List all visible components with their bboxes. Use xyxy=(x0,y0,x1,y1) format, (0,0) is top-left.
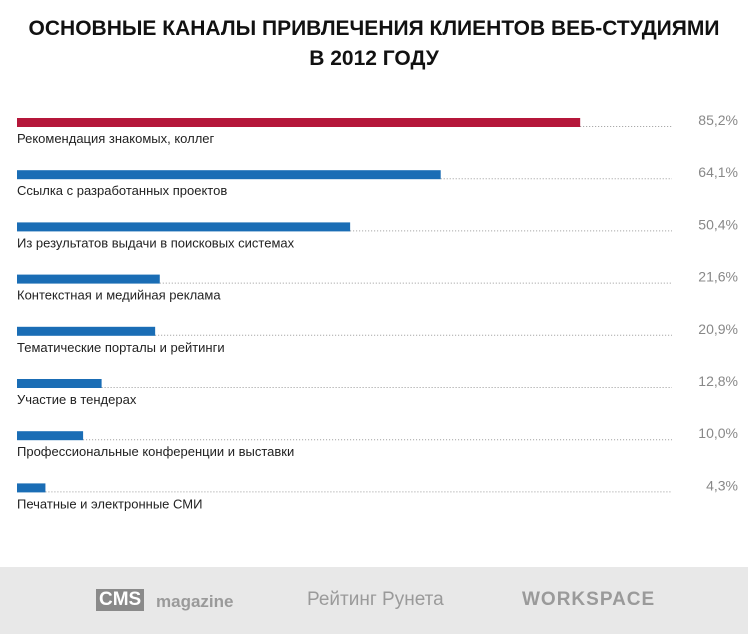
category-label: Тематические порталы и рейтинги xyxy=(17,340,225,355)
logo: CMS xyxy=(96,589,145,611)
chart: Рекомендация знакомых, коллег 85,2% Ссылка… xyxy=(17,112,738,511)
logo: Рейтинг Рунета xyxy=(307,589,444,610)
category-label: Ссылка с разработанных проектов xyxy=(17,183,227,198)
logo: magazine xyxy=(156,592,234,611)
chart-title: ОСНОВНЫЕ КАНАЛЫ ПРИВЛЕЧЕНИЯ КЛИЕНТОВ ВЕБ… xyxy=(28,17,720,70)
value-label: 4,3% xyxy=(706,477,738,493)
bar xyxy=(17,274,160,284)
bar xyxy=(17,222,351,232)
bar xyxy=(17,170,441,180)
value-label: 21,6% xyxy=(698,269,738,285)
category-label: Участие в тендерах xyxy=(17,392,137,407)
footer: CMS magazine Рейтинг Рунета WORKSPACE xyxy=(0,567,748,634)
title-wrap: ОСНОВНЫЕ КАНАЛЫ ПРИВЛЕЧЕНИЯ КЛИЕНТОВ ВЕБ… xyxy=(14,14,734,74)
bar xyxy=(17,483,46,493)
category-label: Из результатов выдачи в поисковых систем… xyxy=(17,235,295,250)
bar xyxy=(17,379,102,388)
value-label: 85,2% xyxy=(698,112,738,128)
category-label: Контекстная и медийная реклама xyxy=(17,288,221,303)
logo: WORKSPACE xyxy=(522,589,656,610)
value-label: 12,8% xyxy=(698,373,738,389)
category-label: Печатные и электронные СМИ xyxy=(17,496,202,511)
bar xyxy=(17,326,156,336)
category-label: Рекомендация знакомых, коллег xyxy=(17,131,215,146)
value-label: 64,1% xyxy=(698,164,738,180)
value-label: 50,4% xyxy=(698,216,738,232)
value-label: 10,0% xyxy=(698,425,738,441)
bar xyxy=(17,431,84,441)
bar xyxy=(17,118,581,127)
category-label: Профессиональные конференции и выставки xyxy=(17,444,294,459)
value-label: 20,9% xyxy=(698,321,738,337)
